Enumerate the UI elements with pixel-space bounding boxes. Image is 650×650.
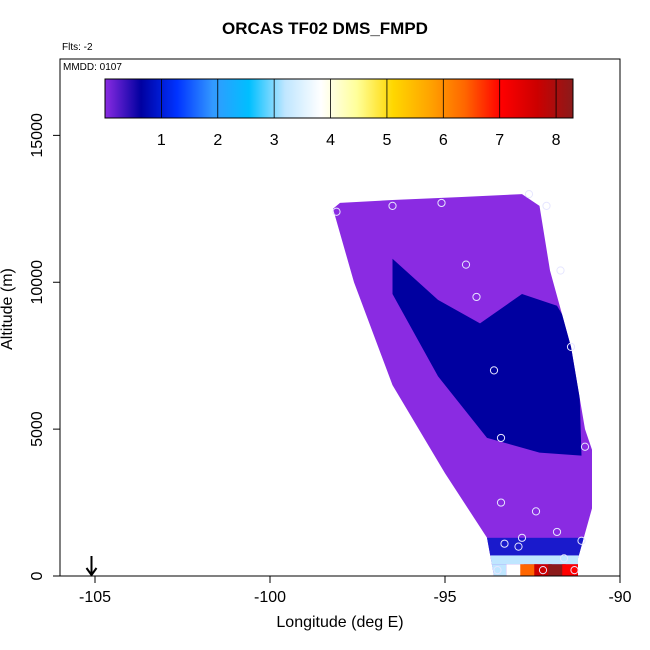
colorbar-tick-label: 7 <box>495 132 504 149</box>
surface-cell <box>488 564 507 576</box>
flight-point <box>500 539 509 548</box>
flight-point <box>566 342 576 351</box>
flight-point <box>514 542 523 551</box>
surface-cell <box>548 564 566 576</box>
home-arrow-icon <box>85 556 98 577</box>
y-tick-label: 0 <box>29 571 46 580</box>
flight-point <box>570 566 579 575</box>
flight-point <box>332 207 341 216</box>
surface-cell <box>520 564 538 576</box>
flight-point <box>542 201 551 210</box>
colorbar-tick-label: 4 <box>326 132 335 149</box>
near-surface-band <box>490 555 582 565</box>
flight-point <box>556 266 565 275</box>
flight-point <box>531 507 541 516</box>
flight-point <box>489 366 499 375</box>
y-tick-label: 10000 <box>29 260 46 305</box>
flight-point <box>559 554 569 563</box>
flight-point <box>524 190 534 199</box>
flight-point <box>577 536 586 545</box>
y-tick-label: 5000 <box>29 411 46 447</box>
x-tick-label: -100 <box>254 589 286 606</box>
enhanced-concentration-region <box>392 258 582 456</box>
curtain-layer <box>333 194 592 576</box>
colorbar-tick-label: 6 <box>439 132 448 149</box>
flight-point <box>388 201 397 210</box>
colorbar-tick-label: 5 <box>382 132 391 149</box>
y-tick-label: 15000 <box>29 113 46 158</box>
plot-frame <box>59 58 621 577</box>
surface-cell <box>534 564 552 576</box>
flight-point <box>517 533 527 542</box>
flight-point <box>496 498 506 507</box>
x-axis-label: Longitude (deg E) <box>276 614 404 631</box>
flight-point <box>437 198 446 208</box>
date-label: MMDD: 0107 <box>63 62 122 73</box>
colorbar-gradient-bar <box>104 78 574 119</box>
colorbar-tick-label: 8 <box>552 132 561 149</box>
flights-label: Flts: -2 <box>62 42 93 53</box>
flight-point <box>580 442 590 451</box>
x-tick-label: -95 <box>433 589 456 606</box>
x-axis: -105 -100 -95 -90 <box>79 576 632 606</box>
x-tick-label: -90 <box>608 589 631 606</box>
colorbar: 1 2 3 4 5 6 7 8 <box>104 78 574 149</box>
flight-point <box>552 527 562 537</box>
flight-point <box>493 566 502 575</box>
colorbar-tick-label: 2 <box>213 132 222 149</box>
flight-points-layer <box>332 190 590 575</box>
chart-title: ORCAS TF02 DMS_FMPD <box>222 19 428 38</box>
y-axis: 0 5000 10000 15000 <box>29 113 60 580</box>
x-tick-label: -105 <box>79 589 111 606</box>
flight-point <box>472 292 481 302</box>
low-level-band <box>487 537 585 556</box>
colorbar-tick-label: 1 <box>157 132 166 149</box>
surface-cell <box>506 564 524 576</box>
home-arrow-head <box>85 567 98 577</box>
flight-point <box>538 566 548 575</box>
colorbar-tick-label: 3 <box>270 132 279 149</box>
flight-point <box>461 260 471 269</box>
flight-point <box>496 433 506 443</box>
